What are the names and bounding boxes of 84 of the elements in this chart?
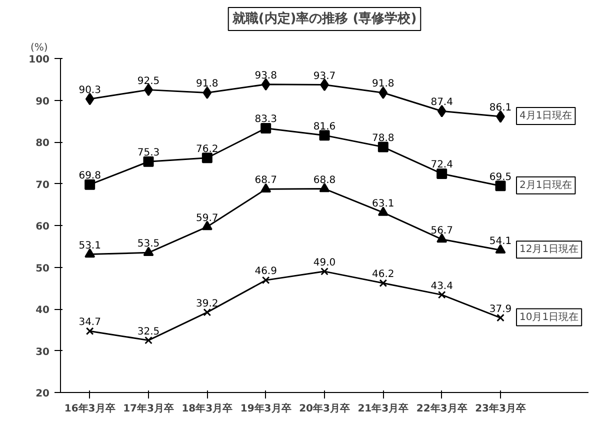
data-label: 69.5 [489, 172, 512, 183]
data-label: 39.2 [196, 298, 218, 310]
series-label: 10月1日現在 [520, 310, 579, 323]
point [84, 248, 96, 258]
point [84, 179, 96, 190]
y-tick-label: 70 [36, 180, 50, 191]
data-label: 83.3 [254, 114, 277, 126]
y-tick-label: 20 [36, 388, 50, 400]
y-tick-label: 80 [36, 138, 50, 149]
point [379, 279, 388, 288]
data-label: 68.8 [313, 174, 336, 186]
data-label: 93.7 [313, 70, 336, 82]
series-label: 2月1日現在 [520, 178, 572, 191]
point [495, 180, 506, 192]
chart-title: 就職(内定)率の推移 (専修学校) [231, 10, 417, 26]
x-tick-label: 23年3月卒 [475, 402, 526, 414]
data-label: 69.8 [78, 170, 101, 182]
data-label: 63.1 [372, 198, 394, 210]
point [319, 182, 330, 192]
point [143, 156, 154, 167]
data-label: 54.1 [489, 236, 512, 248]
point [144, 336, 152, 344]
x-tick-label: 19年3月卒 [240, 402, 292, 414]
x-tick-label: 16年3月卒 [64, 402, 116, 414]
point [436, 233, 448, 243]
y-tick-label: 30 [36, 346, 50, 358]
x-tick-label: 18年3月卒 [182, 402, 233, 414]
point [495, 244, 506, 254]
point [320, 267, 328, 276]
point [378, 86, 388, 99]
y-tick-label: 60 [36, 222, 50, 232]
point [202, 152, 212, 164]
series-label: 12月1日現在 [520, 243, 579, 256]
point [202, 86, 212, 99]
data-label: 68.7 [254, 175, 277, 186]
data-label: 34.7 [78, 317, 101, 328]
data-label: 72.4 [430, 160, 453, 171]
point [319, 130, 330, 141]
y-tick-label: 100 [28, 54, 50, 66]
data-label: 76.2 [196, 144, 218, 155]
point [203, 308, 212, 316]
point [438, 290, 446, 299]
point [86, 327, 94, 336]
point [260, 183, 272, 193]
x-tick-label: 17年3月卒 [123, 402, 174, 414]
data-label: 43.4 [430, 280, 453, 292]
data-label: 49.0 [313, 257, 336, 268]
point [378, 206, 388, 216]
data-label: 53.5 [137, 238, 160, 250]
data-label: 78.8 [372, 133, 394, 144]
point [85, 92, 94, 106]
data-label: 46.9 [254, 266, 277, 278]
point [261, 78, 270, 91]
data-label: 59.7 [196, 212, 218, 224]
data-label: 90.3 [78, 84, 101, 96]
point [260, 122, 272, 134]
x-tick-label: 21年3月卒 [358, 402, 409, 414]
point [496, 314, 504, 322]
x-tick-label: 22年3月卒 [416, 402, 468, 414]
data-label: 91.8 [196, 78, 218, 90]
data-label: 93.8 [254, 70, 277, 82]
point [143, 246, 154, 256]
data-label: 56.7 [430, 225, 453, 236]
point [262, 276, 270, 284]
data-label: 53.1 [78, 240, 101, 252]
y-tick-label: 90 [36, 96, 50, 108]
data-label: 32.5 [137, 326, 160, 338]
data-label: 75.3 [137, 148, 160, 159]
data-label: 37.9 [489, 304, 512, 315]
x-tick-label: 20年3月卒 [299, 402, 350, 414]
data-label: 87.4 [430, 97, 453, 108]
data-label: 81.6 [313, 121, 336, 132]
data-label: 86.1 [489, 102, 512, 114]
y-tick-label: 50 [36, 263, 50, 274]
data-label: 91.8 [372, 78, 394, 90]
y-tick-label: 40 [36, 305, 50, 316]
series-label: 4月1日現在 [520, 110, 572, 122]
point [378, 142, 388, 152]
point [436, 168, 448, 179]
data-label: 46.2 [372, 269, 394, 280]
point [202, 220, 212, 230]
data-label: 92.5 [137, 76, 160, 87]
y-axis-title: (%) [30, 42, 48, 54]
point [437, 104, 446, 118]
